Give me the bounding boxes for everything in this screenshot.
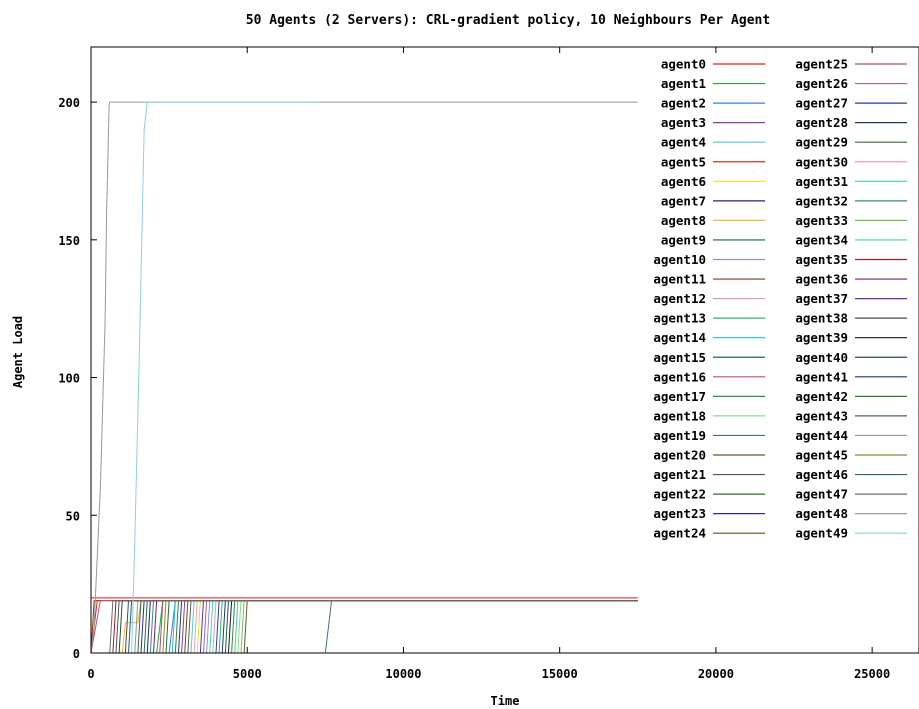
- legend-label: agent22: [653, 487, 706, 502]
- x-tick-label: 0: [87, 667, 94, 681]
- legend-label: agent10: [653, 252, 706, 267]
- plot-frame: [90, 46, 919, 654]
- legend-label: agent32: [795, 193, 848, 208]
- series-line-agent48: [90, 101, 638, 654]
- legend-label: agent43: [795, 408, 848, 423]
- legend-label: agent18: [653, 408, 706, 423]
- legend-label: agent1: [661, 76, 706, 91]
- y-axis-label: Agent Load: [11, 316, 25, 388]
- legend-label: agent33: [795, 213, 848, 228]
- legend-label: agent15: [653, 350, 706, 365]
- legend-label: agent39: [795, 330, 848, 345]
- x-tick-label: 25000: [854, 667, 890, 681]
- legend-label: agent38: [795, 311, 848, 326]
- legend: agent0 agent1 agent2 agent3 agent4 agent5 agen…: [653, 57, 907, 541]
- x-tick-label: 5000: [233, 667, 262, 681]
- x-tick-label: 10000: [385, 667, 421, 681]
- legend-label: agent41: [795, 369, 848, 384]
- series-line-agent49: [91, 101, 320, 654]
- legend-label: agent21: [653, 467, 706, 482]
- legend-label: agent13: [653, 311, 706, 326]
- axis-ticks: 0 5000 10000 15000 20000 25000 0 50 100 150 200: [58, 47, 890, 681]
- legend-label: agent16: [653, 369, 706, 384]
- legend-label: agent46: [795, 467, 848, 482]
- x-axis-label: Time: [491, 694, 520, 708]
- legend-label: agent20: [653, 448, 706, 463]
- legend-label: agent34: [795, 232, 848, 247]
- legend-label: agent29: [795, 135, 848, 150]
- legend-label: agent23: [653, 506, 706, 521]
- legend-label: agent11: [653, 272, 706, 287]
- legend-label: agent4: [661, 135, 706, 150]
- legend-label: agent3: [661, 115, 706, 130]
- legend-label: agent12: [653, 291, 706, 306]
- legend-label: agent19: [653, 428, 706, 443]
- legend-label: agent37: [795, 291, 848, 306]
- legend-label: agent9: [661, 232, 706, 247]
- x-tick-label: 15000: [542, 667, 578, 681]
- legend-label: agent24: [653, 526, 706, 541]
- legend-label: agent35: [795, 252, 848, 267]
- legend-label: agent36: [795, 272, 848, 287]
- legend-label: agent28: [795, 115, 848, 130]
- legend-label: agent26: [795, 76, 848, 91]
- legend-label: agent49: [795, 526, 848, 541]
- legend-label: agent47: [795, 487, 848, 502]
- legend-label: agent14: [653, 330, 706, 345]
- legend-label: agent0: [661, 57, 706, 72]
- y-tick-label: 200: [58, 96, 80, 110]
- legend-label: agent48: [795, 506, 848, 521]
- legend-label: agent31: [795, 174, 848, 189]
- legend-label: agent42: [795, 389, 848, 404]
- y-tick-label: 150: [58, 234, 80, 248]
- legend-label: agent17: [653, 389, 706, 404]
- series-line-agent14: [91, 600, 638, 654]
- y-tick-label: 50: [66, 509, 80, 523]
- x-tick-label: 20000: [698, 667, 734, 681]
- legend-label: agent5: [661, 154, 706, 169]
- legend-label: agent27: [795, 96, 848, 111]
- legend-label: agent25: [795, 57, 848, 72]
- legend-label: agent44: [795, 428, 848, 443]
- chart-title: 50 Agents (2 Servers): CRL-gradient poli…: [246, 13, 770, 28]
- legend-label: agent7: [661, 193, 706, 208]
- y-tick-label: 0: [73, 647, 80, 661]
- legend-label: agent8: [661, 213, 706, 228]
- y-tick-label: 100: [58, 372, 80, 386]
- legend-label: agent45: [795, 448, 848, 463]
- legend-label: agent6: [661, 174, 706, 189]
- legend-label: agent40: [795, 350, 848, 365]
- legend-label: agent2: [661, 96, 706, 111]
- legend-label: agent30: [795, 154, 848, 169]
